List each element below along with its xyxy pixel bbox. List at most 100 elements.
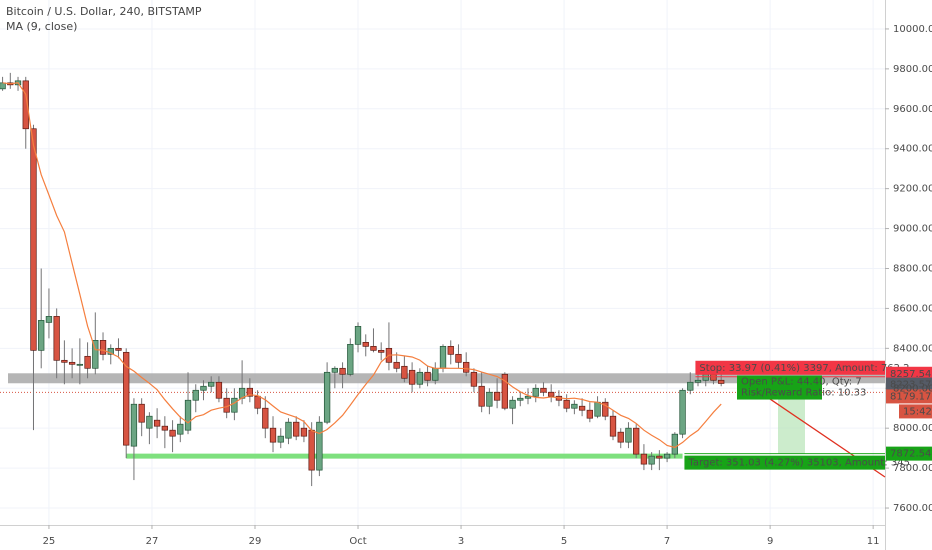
candle-body: [432, 367, 439, 381]
candle-body: [617, 431, 624, 443]
price-marker: [886, 446, 932, 461]
x-tick-label: 29: [249, 536, 262, 547]
candle-body: [563, 399, 570, 409]
candle-body: [679, 389, 686, 435]
candle-body: [99, 340, 107, 355]
candle-body: [408, 369, 416, 385]
candle-body: [269, 427, 277, 443]
price-marker-label: 8257.54: [890, 369, 931, 380]
pnl-text: Open P&L: 44.40, Qty: 7: [741, 377, 862, 388]
candle-body: [107, 347, 114, 355]
candle-body: [648, 455, 655, 465]
target-box: [684, 455, 885, 470]
candle-body: [694, 379, 702, 383]
candle-body: [254, 395, 261, 409]
y-tick-label: 8400.00: [893, 343, 932, 354]
candle-body: [578, 405, 586, 411]
candle-body: [509, 399, 516, 409]
candle-body: [362, 341, 369, 347]
price-marker: [886, 389, 932, 404]
zone: [8, 373, 885, 384]
candle-body: [169, 429, 176, 437]
candle-body: [517, 397, 524, 401]
y-tick-label: 9200.00: [893, 184, 932, 195]
candle-body: [246, 387, 253, 397]
candle-body: [455, 353, 462, 363]
countdown-box: [899, 404, 932, 419]
candle-body: [53, 316, 60, 361]
x-tick-label: Oct: [349, 536, 366, 547]
candle-body: [470, 371, 478, 387]
candle-body: [710, 373, 717, 381]
candle-body: [323, 371, 331, 423]
candle-body: [656, 455, 663, 459]
candle-body: [524, 395, 532, 399]
candle-body: [633, 427, 640, 455]
y-tick-label: 8000.00: [893, 423, 932, 434]
candle-body: [339, 367, 346, 375]
y-tick-label: 9000.00: [893, 224, 932, 235]
candle-body: [200, 385, 207, 391]
candle-body: [378, 349, 385, 353]
candle-body: [548, 391, 555, 397]
candle-body: [38, 320, 45, 351]
y-tick-label: 8800.00: [893, 263, 932, 274]
candle-body: [231, 397, 238, 413]
ma-line: [2, 82, 722, 449]
candle-body: [30, 128, 37, 351]
candle-body: [45, 316, 53, 323]
candle-body: [401, 365, 408, 379]
candle-body: [602, 401, 609, 417]
candle-body: [702, 373, 709, 381]
candle-body: [393, 361, 400, 369]
x-tick-label: 25: [43, 536, 56, 547]
candle-body: [123, 351, 130, 446]
candle-body: [68, 361, 76, 365]
y-tick-label: 9600.00: [893, 104, 932, 115]
y-tick-label: 7800.00: [893, 463, 932, 474]
candle-body: [478, 385, 485, 407]
target-text: Target: 351.03 (4.27%) 35103, Amount: 34…: [687, 458, 910, 469]
x-tick-label: 5: [561, 536, 567, 547]
price-marker: [886, 377, 932, 392]
candle-body: [486, 391, 493, 407]
candle-body: [161, 425, 168, 431]
y-tick-label: 8200.00: [893, 383, 932, 394]
candle-body: [277, 435, 284, 443]
chart-title: Bitcoin / U.S. Dollar, 240, BITSTAMP: [6, 5, 202, 18]
y-tick-label: 8600.00: [893, 303, 932, 314]
candle-body: [0, 82, 6, 90]
candle-body: [316, 421, 323, 471]
candle-body: [571, 403, 578, 409]
candle-body: [463, 361, 470, 373]
candle-body: [293, 421, 300, 437]
candle-body: [540, 387, 547, 393]
pnl-box: [737, 375, 822, 400]
x-tick-label: 11: [867, 536, 880, 547]
candle-body: [663, 453, 671, 459]
rr-text: Risk/Reward Ratio: 10.33: [741, 388, 866, 399]
candle-body: [447, 345, 454, 355]
candle-body: [640, 453, 648, 465]
indicator-label: MA (9, close): [6, 20, 77, 33]
candle-body: [146, 415, 153, 429]
candle-body: [184, 399, 192, 431]
candle-body: [177, 423, 184, 435]
candle-body: [192, 389, 199, 401]
x-tick-label: 27: [146, 536, 159, 547]
candle-body: [439, 345, 447, 369]
price-marker-label: 7872.54: [890, 449, 931, 460]
x-tick-label: 9: [767, 536, 773, 547]
price-marker: [886, 366, 932, 381]
y-tick-label: 9400.00: [893, 144, 932, 155]
stop-box: [695, 360, 885, 375]
candle-body: [138, 403, 145, 423]
candle-body: [331, 367, 338, 373]
candle-body: [84, 355, 91, 369]
candle-body: [76, 363, 83, 366]
candle-body: [115, 347, 122, 351]
price-marker-label: 8223.57: [890, 380, 931, 391]
candle-body: [586, 409, 593, 419]
y-tick-label: 9800.00: [893, 64, 932, 75]
